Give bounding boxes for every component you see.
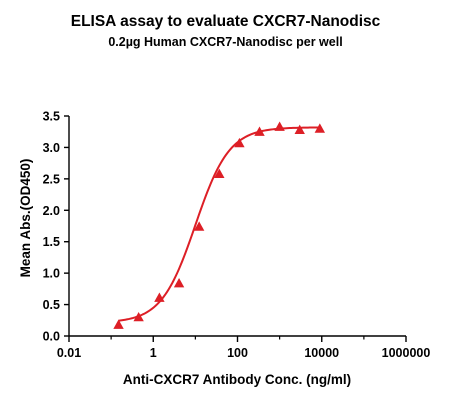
x-tick-label: 100 xyxy=(227,346,248,360)
y-tick-label: 1.0 xyxy=(43,267,60,281)
y-tick-label: 0.5 xyxy=(43,298,60,312)
axes: 0.0 0.5 1.0 1.5 2.0 2.5 3.0 3.5 0.01 1 100 10000 100… xyxy=(43,110,431,361)
data-point-2 xyxy=(133,311,144,322)
y-tick-label: 2.0 xyxy=(43,204,60,218)
x-tick-label: 1000000 xyxy=(382,346,431,360)
chart-title: ELISA assay to evaluate CXCR7-Nanodisc xyxy=(70,13,381,30)
x-tick-label: 0.01 xyxy=(57,346,81,360)
y-axis-label: Mean Abs.(OD450) xyxy=(18,159,33,278)
x-tick-label: 1 xyxy=(150,346,157,360)
data-point-10 xyxy=(294,124,305,134)
y-tick-label: 1.5 xyxy=(43,235,60,249)
data-point-1 xyxy=(113,319,124,329)
data-point-9 xyxy=(274,121,285,131)
data-point-8 xyxy=(254,126,265,136)
fit-curve-layer xyxy=(118,126,320,322)
data-point-4 xyxy=(173,278,185,288)
y-tick-label: 3.5 xyxy=(43,110,60,124)
data-point-6 xyxy=(214,168,225,178)
y-tick-label: 0.0 xyxy=(43,330,60,344)
data-point-3 xyxy=(154,292,165,302)
y-tick-label: 2.5 xyxy=(43,172,60,186)
chart-subtitle: 0.2µg Human CXCR7-Nanodisc per well xyxy=(108,35,343,49)
data-point-5 xyxy=(193,221,205,231)
x-axis-label: Anti-CXCR7 Antibody Conc. (ng/ml) xyxy=(123,372,351,387)
y-tick-label: 3.0 xyxy=(43,141,60,155)
fit-curve xyxy=(118,126,320,322)
data-point-11 xyxy=(314,123,326,133)
x-tick-label: 10000 xyxy=(304,346,339,360)
data-points-layer xyxy=(113,121,326,329)
data-point-7 xyxy=(234,137,245,148)
